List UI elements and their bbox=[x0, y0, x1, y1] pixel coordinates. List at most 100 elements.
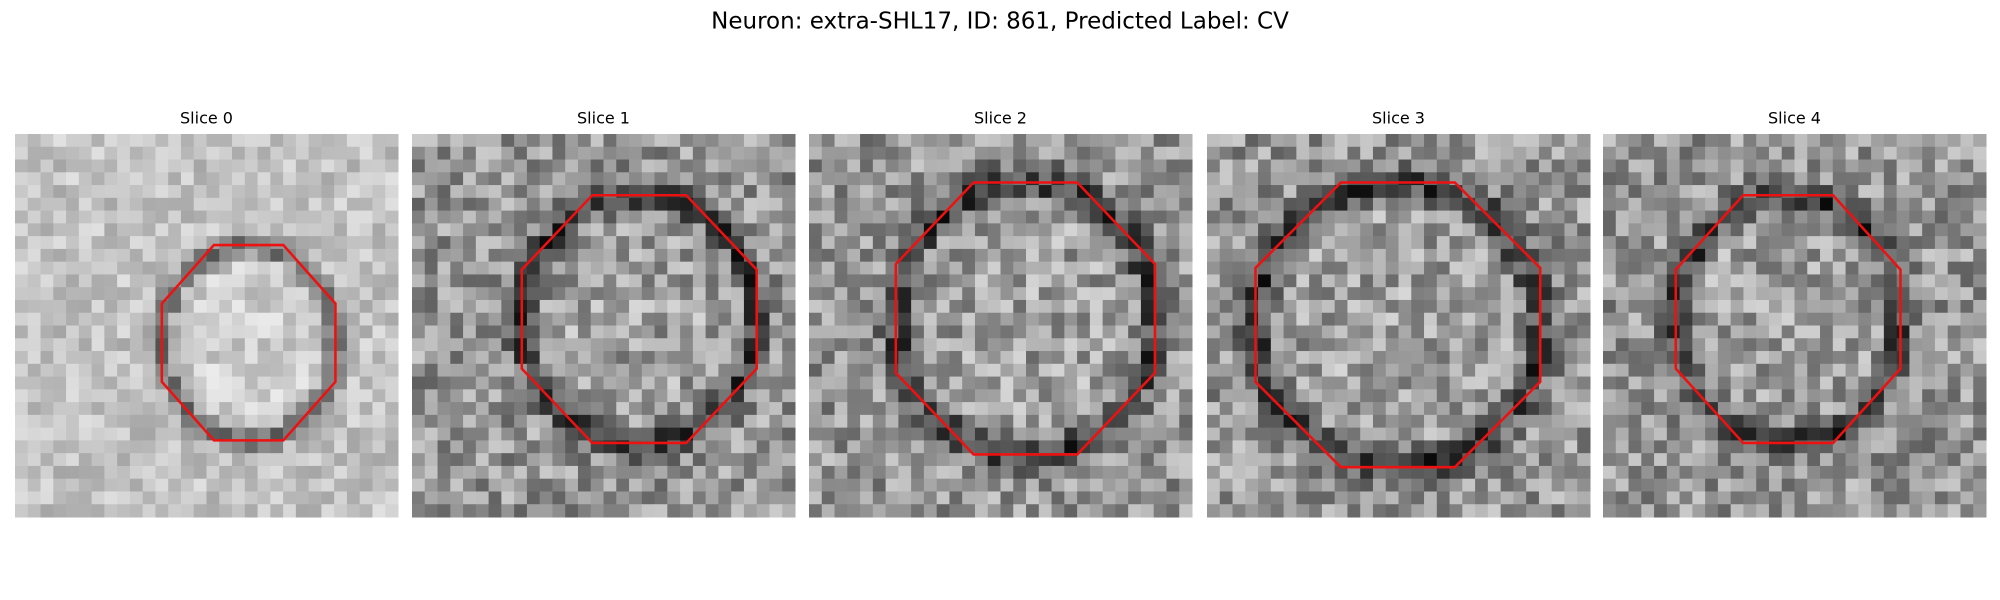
pixel bbox=[91, 427, 105, 441]
pixel bbox=[1411, 402, 1425, 416]
pixel bbox=[1679, 338, 1693, 352]
panel-title: Slice 4 bbox=[1768, 109, 1821, 128]
pixel bbox=[359, 402, 373, 416]
pixel bbox=[936, 223, 950, 237]
pixel bbox=[1424, 261, 1438, 275]
pixel bbox=[1717, 504, 1732, 518]
pixel bbox=[1385, 402, 1400, 416]
pixel bbox=[1666, 414, 1681, 429]
pixel bbox=[1051, 134, 1065, 148]
pixel bbox=[1385, 351, 1400, 365]
pixel bbox=[1462, 325, 1476, 339]
pixel bbox=[1628, 325, 1642, 339]
pixel bbox=[526, 325, 541, 339]
pixel bbox=[654, 172, 668, 186]
pixel bbox=[1166, 185, 1180, 199]
pixel bbox=[475, 312, 490, 327]
pixel bbox=[809, 491, 823, 505]
pixel bbox=[769, 504, 783, 518]
pixel bbox=[1179, 261, 1193, 275]
pixel bbox=[885, 146, 899, 161]
pixel bbox=[1321, 427, 1336, 441]
pixel bbox=[1934, 402, 1949, 416]
pixel bbox=[834, 325, 848, 339]
pixel bbox=[641, 402, 656, 416]
pixel bbox=[1013, 478, 1027, 492]
pixel bbox=[1334, 146, 1348, 161]
pixel bbox=[1781, 134, 1796, 148]
pixel bbox=[1153, 274, 1167, 288]
pixel bbox=[718, 325, 732, 339]
pixel bbox=[911, 312, 925, 327]
pixel bbox=[1781, 389, 1796, 403]
pixel bbox=[616, 465, 630, 480]
pixel bbox=[372, 146, 386, 161]
pixel bbox=[437, 478, 451, 492]
pixel bbox=[206, 197, 220, 212]
pixel bbox=[616, 172, 630, 186]
pixel bbox=[936, 261, 950, 275]
pixel bbox=[1679, 440, 1693, 454]
pixel bbox=[1960, 363, 1974, 378]
pixel bbox=[1232, 389, 1246, 403]
pixel bbox=[1679, 172, 1693, 186]
pixel bbox=[1258, 491, 1272, 505]
pixel bbox=[1026, 465, 1040, 480]
pixel bbox=[1089, 210, 1104, 224]
pixel bbox=[155, 491, 169, 505]
pixel bbox=[987, 363, 1002, 378]
pixel bbox=[475, 287, 490, 301]
pixel bbox=[526, 389, 541, 403]
pixel bbox=[232, 504, 246, 518]
pixel bbox=[1385, 376, 1400, 390]
pixel bbox=[66, 351, 80, 365]
pixel bbox=[257, 299, 271, 314]
pixel bbox=[450, 351, 464, 365]
pixel bbox=[705, 197, 719, 212]
pixel bbox=[809, 185, 823, 199]
pixel bbox=[743, 338, 758, 352]
pixel bbox=[91, 223, 105, 237]
pixel bbox=[654, 465, 668, 480]
pixel bbox=[769, 299, 783, 314]
pixel bbox=[1820, 134, 1834, 148]
pixel bbox=[539, 274, 553, 288]
pixel bbox=[1102, 325, 1116, 339]
pixel bbox=[1000, 146, 1014, 161]
pixel bbox=[1564, 146, 1578, 161]
pixel bbox=[1077, 453, 1091, 467]
pixel bbox=[27, 427, 42, 441]
pixel bbox=[1641, 427, 1655, 441]
pixel bbox=[1398, 376, 1412, 390]
pixel bbox=[641, 325, 656, 339]
pixel bbox=[590, 223, 605, 237]
pixel bbox=[1564, 338, 1578, 352]
pixel bbox=[847, 325, 861, 339]
pixel bbox=[974, 223, 989, 237]
pixel bbox=[1909, 389, 1923, 403]
pixel bbox=[1232, 453, 1246, 467]
pixel bbox=[15, 402, 29, 416]
pixel bbox=[1960, 389, 1974, 403]
pixel bbox=[603, 172, 617, 186]
pixel bbox=[257, 248, 271, 263]
pixel bbox=[1692, 491, 1706, 505]
pixel bbox=[1207, 351, 1221, 365]
pixel bbox=[346, 389, 361, 403]
pixel bbox=[412, 389, 426, 403]
pixel bbox=[1832, 210, 1847, 224]
pixel bbox=[1909, 414, 1923, 429]
pixel bbox=[206, 402, 220, 416]
pixel bbox=[1089, 325, 1104, 339]
pixel bbox=[1283, 376, 1297, 390]
pixel bbox=[1179, 325, 1193, 339]
pixel bbox=[142, 159, 156, 173]
pixel bbox=[1654, 197, 1668, 212]
pixel bbox=[1871, 185, 1885, 199]
pixel bbox=[1832, 312, 1847, 327]
pixel bbox=[1832, 248, 1847, 263]
pixel bbox=[1705, 338, 1719, 352]
pixel bbox=[1064, 312, 1078, 327]
pixel bbox=[1781, 453, 1796, 467]
pixel bbox=[450, 491, 464, 505]
